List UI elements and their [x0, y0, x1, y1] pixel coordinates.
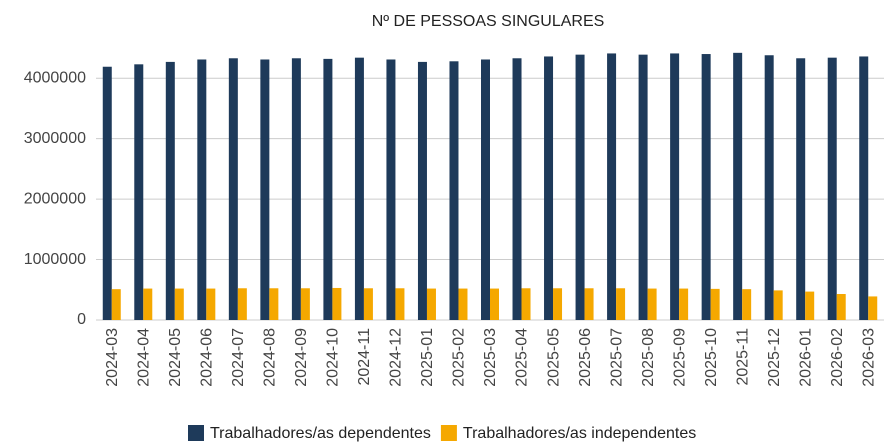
- bar: [742, 289, 752, 320]
- bar: [616, 288, 626, 320]
- bar: [134, 64, 144, 320]
- bar: [323, 58, 333, 320]
- y-tick-label: 2000000: [24, 190, 86, 207]
- bar: [363, 288, 373, 320]
- bar: [638, 54, 648, 320]
- chart-title: Nº DE PESSOAS SINGULARES: [372, 13, 605, 30]
- bar: [102, 66, 112, 320]
- bar: [237, 288, 247, 320]
- x-tick-label: 2024-11: [356, 328, 373, 386]
- bar: [868, 296, 878, 320]
- y-tick-label: 0: [77, 311, 86, 328]
- bar: [386, 59, 396, 321]
- bar: [607, 53, 617, 320]
- bar: [449, 61, 459, 320]
- bar: [859, 56, 869, 321]
- x-tick-label: 2025-04: [514, 328, 531, 387]
- bar: [584, 288, 594, 320]
- x-tick-label: 2024-09: [293, 328, 310, 387]
- x-tick-label: 2025-10: [703, 328, 720, 387]
- y-tick-label: 3000000: [24, 130, 86, 147]
- x-tick-label: 2025-02: [451, 328, 468, 387]
- bar: [111, 289, 121, 320]
- x-tick-label: 2024-08: [262, 328, 279, 387]
- bar: [143, 288, 153, 320]
- x-tick-label: 2024-10: [325, 328, 342, 387]
- x-tick-label: 2024-04: [135, 328, 152, 387]
- bar: [553, 288, 563, 320]
- bar: [647, 288, 657, 320]
- x-tick-label: 2025-11: [734, 328, 751, 386]
- y-tick-label: 4000000: [24, 69, 86, 86]
- x-tick-label: 2025-05: [545, 328, 562, 387]
- x-tick-label: 2024-12: [388, 328, 405, 387]
- bar: [426, 288, 436, 320]
- bar: [733, 52, 743, 320]
- bar: [773, 290, 783, 320]
- bar: [165, 61, 175, 320]
- x-tick-label: 2025-07: [608, 328, 625, 387]
- legend-label: Trabalhadores/as independentes: [463, 425, 696, 442]
- bar: [521, 288, 531, 320]
- x-tick-label: 2025-12: [766, 328, 783, 387]
- legend-swatch: [188, 425, 204, 441]
- bar: [228, 58, 238, 321]
- x-tick-label: 2025-06: [577, 328, 594, 387]
- bar: [544, 56, 554, 321]
- y-tick-label: 1000000: [24, 251, 86, 268]
- bar: [679, 288, 689, 320]
- bar: [805, 291, 815, 320]
- x-tick-label: 2025-01: [419, 328, 436, 387]
- bar: [332, 287, 342, 320]
- x-tick-label: 2025-08: [640, 328, 657, 387]
- x-tick-label: 2024-03: [104, 328, 121, 387]
- bar: [260, 59, 270, 321]
- x-tick-label: 2026-03: [860, 328, 877, 387]
- bar: [710, 288, 720, 320]
- bar: [827, 57, 837, 320]
- bar: [291, 58, 301, 321]
- bar: [764, 55, 774, 321]
- x-tick-label: 2024-05: [167, 328, 184, 387]
- bar: [670, 53, 680, 320]
- bar: [354, 57, 364, 320]
- bar: [206, 288, 216, 320]
- x-tick-label: 2024-06: [199, 328, 216, 387]
- bar: [417, 61, 427, 320]
- bar: [796, 58, 806, 321]
- bar: [512, 58, 522, 321]
- legend-swatch: [440, 425, 457, 441]
- bar: [174, 288, 184, 320]
- x-tick-label: 2026-01: [797, 328, 814, 387]
- bar: [458, 288, 468, 320]
- x-tick-label: 2025-09: [671, 328, 688, 387]
- bar: [395, 288, 405, 320]
- x-tick-label: 2026-02: [829, 328, 846, 387]
- bar: [490, 288, 499, 320]
- bar: [197, 59, 207, 321]
- bar: [701, 54, 711, 321]
- bar: [269, 288, 279, 320]
- bar: [836, 294, 846, 320]
- legend-label: Trabalhadores/as dependentes: [210, 425, 431, 442]
- x-tick-label: 2024-07: [230, 328, 247, 387]
- bar: [575, 54, 585, 320]
- x-tick-label: 2025-03: [482, 328, 499, 387]
- bar: [300, 288, 310, 320]
- bar: [481, 59, 490, 321]
